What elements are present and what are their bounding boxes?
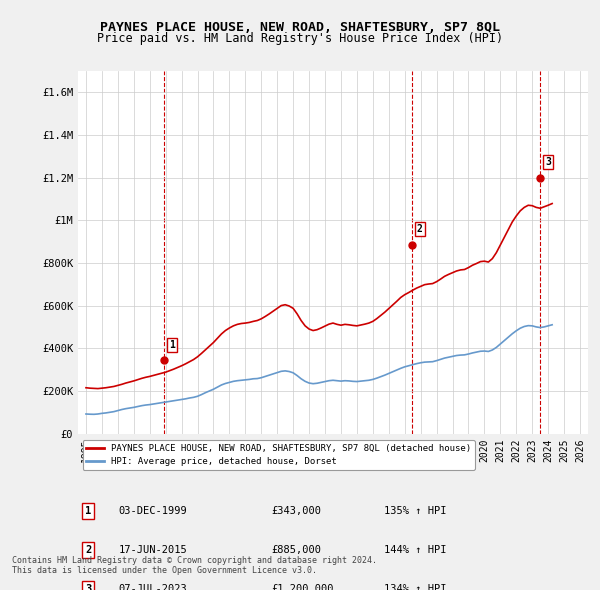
Text: 2: 2 — [85, 545, 91, 555]
Text: 134% ↑ HPI: 134% ↑ HPI — [384, 584, 446, 590]
Text: 03-DEC-1999: 03-DEC-1999 — [119, 506, 188, 516]
Text: 2: 2 — [417, 224, 423, 234]
Text: £343,000: £343,000 — [272, 506, 322, 516]
Text: £1,200,000: £1,200,000 — [272, 584, 334, 590]
Text: PAYNES PLACE HOUSE, NEW ROAD, SHAFTESBURY, SP7 8QL: PAYNES PLACE HOUSE, NEW ROAD, SHAFTESBUR… — [100, 21, 500, 34]
Text: 3: 3 — [85, 584, 91, 590]
Text: 17-JUN-2015: 17-JUN-2015 — [119, 545, 188, 555]
Text: 1: 1 — [85, 506, 91, 516]
Text: Price paid vs. HM Land Registry's House Price Index (HPI): Price paid vs. HM Land Registry's House … — [97, 32, 503, 45]
Text: 07-JUL-2023: 07-JUL-2023 — [119, 584, 188, 590]
Text: Contains HM Land Registry data © Crown copyright and database right 2024.
This d: Contains HM Land Registry data © Crown c… — [12, 556, 377, 575]
Text: 3: 3 — [545, 157, 551, 167]
Text: 135% ↑ HPI: 135% ↑ HPI — [384, 506, 446, 516]
Text: £885,000: £885,000 — [272, 545, 322, 555]
Legend: PAYNES PLACE HOUSE, NEW ROAD, SHAFTESBURY, SP7 8QL (detached house), HPI: Averag: PAYNES PLACE HOUSE, NEW ROAD, SHAFTESBUR… — [83, 440, 475, 470]
Text: 1: 1 — [169, 340, 175, 350]
Text: 144% ↑ HPI: 144% ↑ HPI — [384, 545, 446, 555]
